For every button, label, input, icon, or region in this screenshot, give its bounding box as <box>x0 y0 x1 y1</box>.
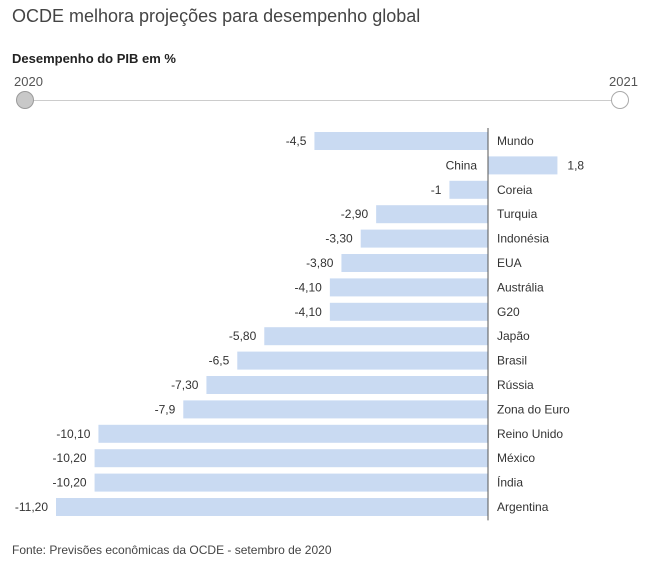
category-label-mexico: México <box>497 451 535 465</box>
bar-brasil <box>237 351 488 370</box>
source-note: Fonte: Previsões econômicas da OCDE - se… <box>12 543 332 557</box>
bar-eua <box>341 254 488 272</box>
bar-chart: -4,5 Mundo China 1,8 -1 Coreia -2,90 Turquia -3,… <box>15 128 584 521</box>
category-label-japao: Japão <box>497 329 530 343</box>
category-label-coreia: Coreia <box>497 183 533 197</box>
value-label-turquia: -2,90 <box>341 207 369 221</box>
slider-knob-2020[interactable] <box>16 91 34 109</box>
slider-track[interactable] <box>24 100 620 101</box>
bar-russia <box>206 376 488 394</box>
bar-indonesia <box>360 229 488 248</box>
value-label-argentina: -11,20 <box>15 500 48 514</box>
slider-knob-2021[interactable] <box>611 91 629 109</box>
year-label-2021[interactable]: 2021 <box>609 74 638 89</box>
bar-australia <box>329 278 488 297</box>
category-label-indonesia: Indonésia <box>497 232 549 246</box>
value-label-coreia: -1 <box>431 183 442 197</box>
category-label-reino-unido: Reino Unido <box>497 427 563 441</box>
bar-mundo <box>314 132 488 150</box>
value-label-russia: -7,30 <box>171 378 199 392</box>
value-label-zona-do-euro: -7,9 <box>155 402 176 416</box>
category-label-brasil: Brasil <box>497 354 527 368</box>
value-label-reino-unido: -10,10 <box>56 427 90 441</box>
category-label-australia: Austrália <box>497 280 544 294</box>
bar-turquia <box>376 205 488 224</box>
value-label-g20: -4,10 <box>294 305 322 319</box>
bar-zona-do-euro <box>183 400 489 419</box>
category-label-russia: Rússia <box>497 378 534 392</box>
value-label-india: -10,20 <box>53 476 87 490</box>
category-label-turquia: Turquia <box>497 207 538 221</box>
category-label-g20: G20 <box>497 305 520 319</box>
value-label-china: 1,8 <box>567 158 584 172</box>
category-label-china: China <box>446 158 478 172</box>
bar-japao <box>264 327 488 346</box>
value-label-mundo: -4,5 <box>286 134 307 148</box>
category-label-eua: EUA <box>497 256 522 270</box>
value-label-australia: -4,10 <box>294 280 322 294</box>
bar-china <box>488 156 558 175</box>
category-label-argentina: Argentina <box>497 500 549 514</box>
value-label-japao: -5,80 <box>229 329 257 343</box>
chart-subtitle: Desempenho do PIB em % <box>12 51 176 66</box>
value-label-brasil: -6,5 <box>209 354 230 368</box>
value-label-eua: -3,80 <box>306 256 334 270</box>
value-label-mexico: -10,20 <box>53 451 87 465</box>
year-label-2020[interactable]: 2020 <box>14 74 43 89</box>
bar-reino-unido <box>98 424 488 443</box>
bar-mexico <box>94 449 489 468</box>
bar-coreia <box>449 180 488 199</box>
category-label-zona-do-euro: Zona do Euro <box>497 402 570 416</box>
category-label-india: Índia <box>497 475 523 490</box>
value-label-indonesia: -3,30 <box>325 232 353 246</box>
category-label-mundo: Mundo <box>497 134 534 148</box>
bar-india <box>94 473 489 492</box>
bar-argentina <box>56 498 488 516</box>
bar-g20 <box>329 302 488 321</box>
chart-title: OCDE melhora projeções para desempenho g… <box>12 6 421 26</box>
